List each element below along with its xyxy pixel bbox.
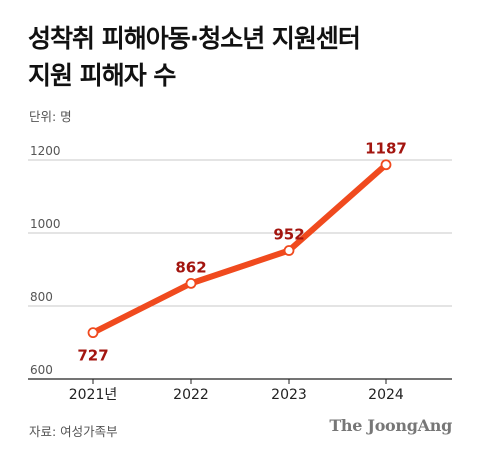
y-tick-label: 1000 (30, 217, 61, 231)
data-label: 862 (175, 258, 206, 276)
y-tick-label: 1200 (30, 144, 61, 158)
x-tick-label: 2022 (173, 387, 209, 403)
series-line (90, 161, 389, 336)
data-label: 1187 (365, 140, 407, 158)
chart-title-line-2: 지원 피해자 수 (28, 61, 176, 90)
y-tick-label: 600 (30, 363, 53, 377)
data-point (87, 327, 99, 339)
y-tick-label: 800 (30, 290, 53, 304)
data-point (283, 245, 295, 256)
x-tick-label: 2024 (368, 387, 404, 403)
data-point (380, 159, 392, 171)
data-label: 727 (77, 347, 108, 365)
data-point (185, 277, 197, 289)
unit-label: 단위: 명 (29, 109, 72, 124)
source-label: 자료: 여성가족부 (29, 424, 118, 439)
x-tick-label: 2023 (271, 387, 307, 403)
chart-title-line-1: 성착취 피해아동·청소년 지원센터 (28, 24, 361, 53)
chart-title: 성착취 피해아동·청소년 지원센터 지원 피해자 수 (28, 20, 458, 94)
data-label: 952 (273, 226, 304, 244)
brand-logo: The JoongAng (329, 416, 452, 435)
x-tick-label: 2021년 (69, 387, 118, 403)
